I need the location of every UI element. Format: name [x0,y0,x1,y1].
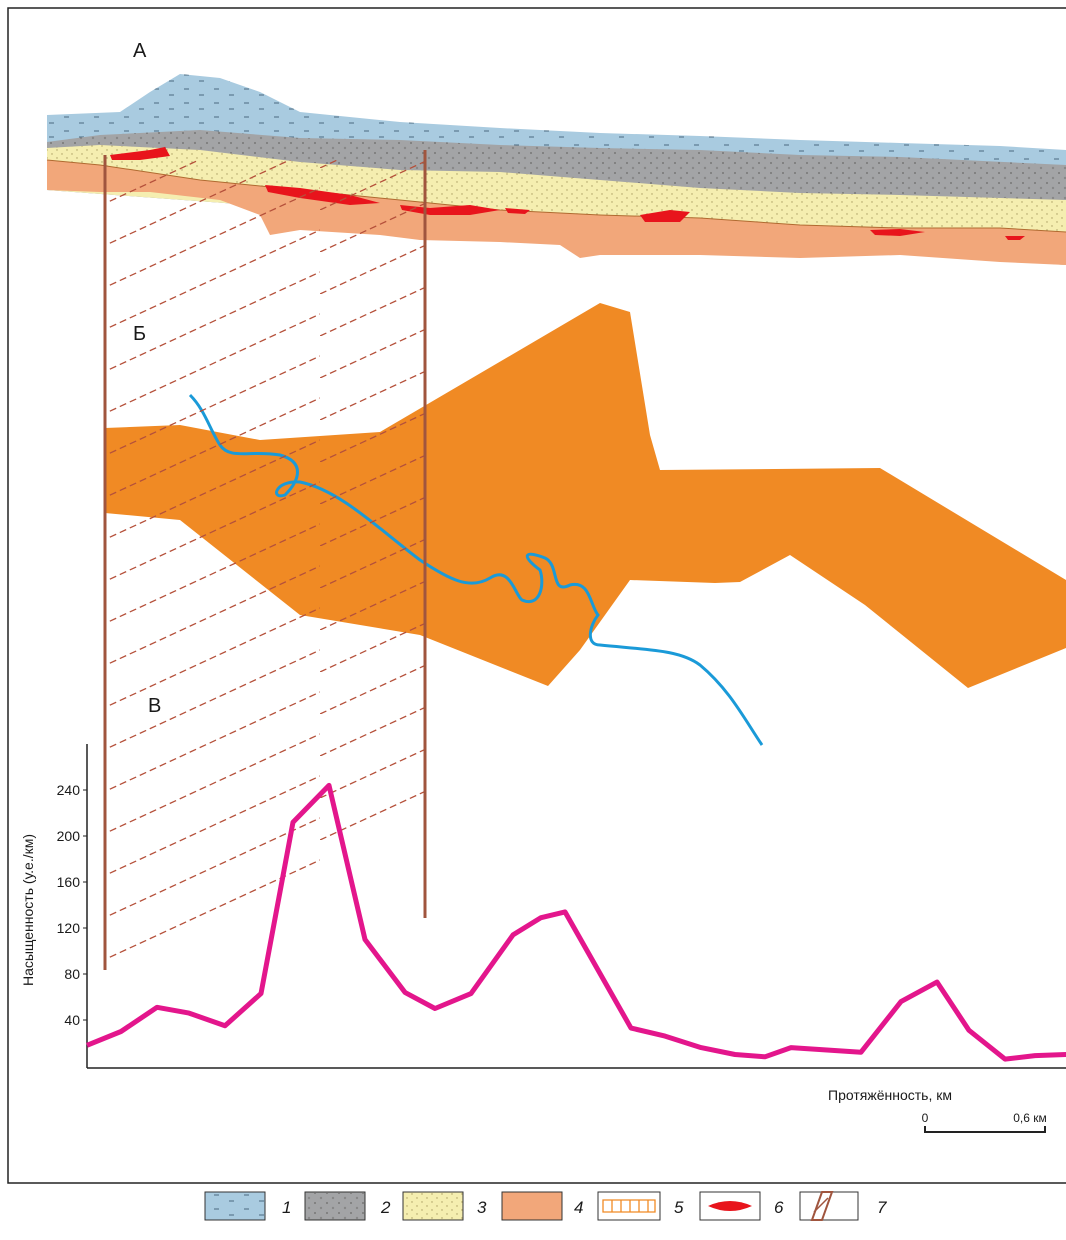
scale-label: 0,6 км [1013,1111,1047,1125]
legend-label: 1 [282,1198,291,1217]
hatched-zone [105,160,425,970]
panel-label: Б [133,323,146,345]
scale-label: 0 [922,1111,929,1125]
y-axis-label: Насыщенность (у.е./км) [20,834,36,986]
y-tick-label: 160 [57,874,81,890]
legend-label: 3 [477,1198,487,1217]
figure: А Б В 4080120160200240Насыщенность (у.е.… [0,0,1066,1240]
legend-label: 2 [380,1198,391,1217]
legend-label: 5 [674,1198,684,1217]
panel-label: А [133,40,147,62]
y-tick-label: 200 [57,828,81,844]
y-tick-label: 120 [57,920,81,936]
y-tick-label: 40 [64,1012,80,1028]
x-axis-label: Протяжённость, км [828,1087,952,1103]
y-tick-label: 80 [64,966,80,982]
legend-label: 7 [877,1198,887,1217]
legend-label: 6 [774,1198,784,1217]
legend: 1 2 3 4 5 6 7 [205,1192,887,1220]
panel-label: В [148,695,161,717]
page: {"chart_data": {"type": "line", "y_label… [0,0,1066,1240]
legend-label: 4 [574,1198,583,1217]
y-tick-label: 240 [57,782,81,798]
scale-bar: 0 0,6 км [922,1111,1047,1133]
